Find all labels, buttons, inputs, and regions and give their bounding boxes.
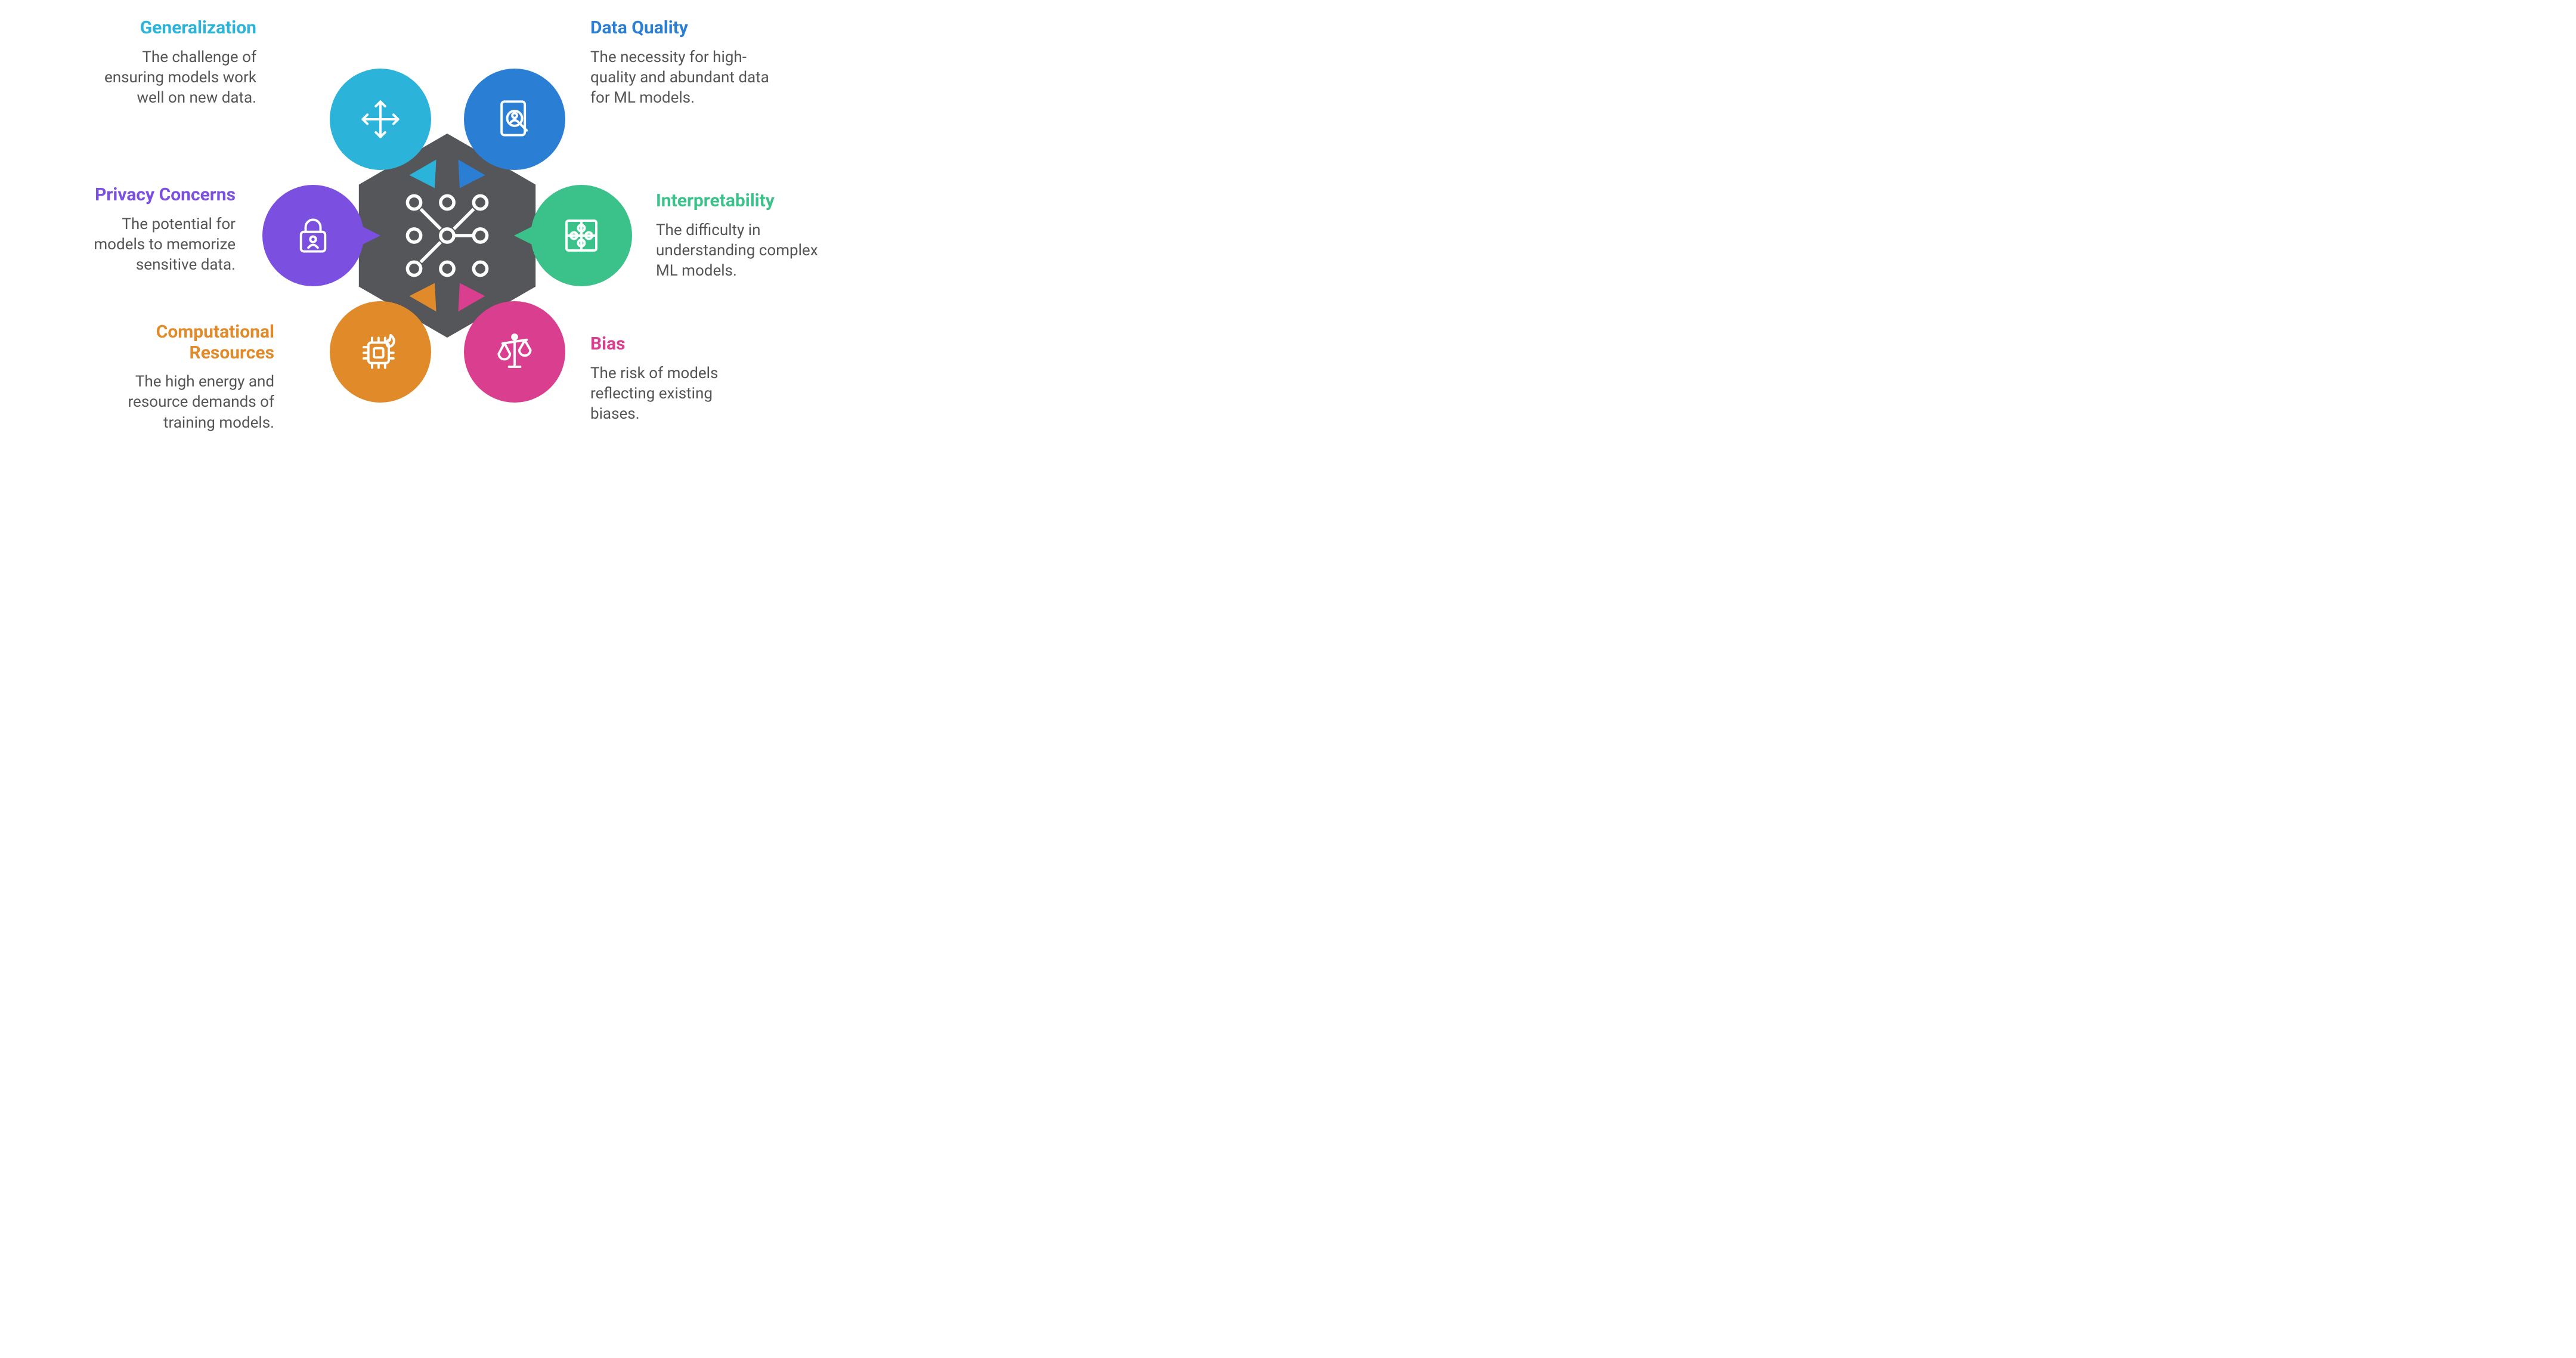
text-generalization: Generalization The challenge of ensuring… — [83, 18, 256, 108]
petal-data-quality — [464, 69, 565, 170]
petal-generalization — [330, 69, 431, 170]
pointer-privacy — [357, 224, 380, 248]
title-bias: Bias — [590, 334, 739, 355]
lock-user-icon — [290, 212, 336, 259]
arrows-out-icon — [357, 96, 404, 143]
title-interpretability: Interpretability — [656, 191, 841, 212]
text-bias: Bias The risk of models reflecting exist… — [590, 334, 739, 424]
desc-interpretability: The difficulty in understanding complex … — [656, 220, 841, 282]
desc-data-quality: The necessity for high-quality and abund… — [590, 47, 781, 109]
pointer-interpretability — [514, 224, 538, 248]
ml-challenges-diagram: Generalization The challenge of ensuring… — [0, 0, 894, 471]
title-computational: Computational Resources — [107, 322, 274, 363]
petal-bias — [464, 301, 565, 403]
desc-computational: The high energy and resource demands of … — [107, 372, 274, 433]
text-computational: Computational Resources The high energy … — [107, 322, 274, 433]
chip-fire-icon — [357, 329, 404, 375]
text-data-quality: Data Quality The necessity for high-qual… — [590, 18, 781, 108]
document-search-user-icon — [491, 96, 538, 143]
text-interpretability: Interpretability The difficulty in under… — [656, 191, 841, 281]
desc-bias: The risk of models reflecting existing b… — [590, 363, 739, 425]
petal-computational — [330, 301, 431, 403]
desc-generalization: The challenge of ensuring models work we… — [83, 47, 256, 109]
title-generalization: Generalization — [83, 18, 256, 39]
petal-interpretability — [531, 185, 632, 286]
petal-privacy — [262, 185, 364, 286]
puzzle-icon — [558, 212, 605, 259]
title-privacy: Privacy Concerns — [80, 185, 236, 206]
title-data-quality: Data Quality — [590, 18, 781, 39]
text-privacy: Privacy Concerns The potential for model… — [80, 185, 236, 275]
desc-privacy: The potential for models to memorize sen… — [80, 214, 236, 276]
scales-icon — [491, 329, 538, 375]
